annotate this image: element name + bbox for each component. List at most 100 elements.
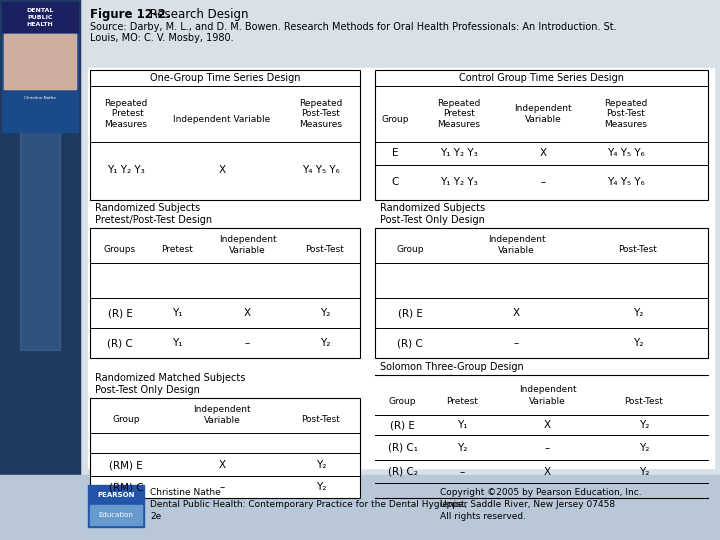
Text: Louis, MO: C. V. Mosby, 1980.: Louis, MO: C. V. Mosby, 1980. [90,33,233,43]
Text: Research Design: Research Design [146,8,248,21]
Text: HEALTH: HEALTH [27,22,53,27]
Text: Y₄ Y₅ Y₆: Y₄ Y₅ Y₆ [607,177,644,187]
Text: Y₁ Y₂ Y₃: Y₁ Y₂ Y₃ [440,177,478,187]
Text: –: – [514,338,519,348]
Text: Repeated
Post-Test
Measures: Repeated Post-Test Measures [604,99,647,129]
Text: Post-Test: Post-Test [305,246,344,254]
Text: Y₂: Y₂ [316,460,326,470]
Text: Y₄ Y₅ Y₆: Y₄ Y₅ Y₆ [607,148,644,158]
Bar [2,2,78,132]
Text: Y₂: Y₂ [320,308,330,318]
Text: All rights reserved.: All rights reserved. [440,512,526,521]
Text: Y₂: Y₂ [633,338,643,348]
Text: (R) E: (R) E [397,308,423,318]
Text: X: X [513,308,520,318]
Text: Independent
Variable: Independent Variable [219,235,276,255]
Text: 2e: 2e [150,512,161,521]
Text: –: – [220,482,225,492]
Text: Y₂: Y₂ [639,467,649,477]
Bar [90,505,142,525]
Text: Variable: Variable [529,396,566,406]
Text: –: – [545,443,550,453]
Text: Group: Group [396,246,424,254]
Text: C: C [391,177,399,187]
Text: Y₂: Y₂ [316,482,326,492]
Text: Y₂: Y₂ [639,420,649,430]
Bar [4,34,76,89]
Text: PUBLIC: PUBLIC [27,15,53,20]
Text: (RM) E: (RM) E [109,460,143,470]
Text: Repeated
Post-Test
Measures: Repeated Post-Test Measures [300,99,343,129]
Text: Post-Test: Post-Test [624,396,663,406]
Bar [88,485,144,527]
Text: X: X [218,460,225,470]
Text: Independent: Independent [518,384,576,394]
Text: E: E [392,148,398,158]
Text: Y₁ Y₂ Y₃: Y₁ Y₂ Y₃ [107,165,145,175]
Bar [4,34,76,89]
Text: Post-Test: Post-Test [618,246,657,254]
Text: (R) E: (R) E [390,420,415,430]
Text: Y₂: Y₂ [639,443,649,453]
Text: Source: Darby, M. L., and D. M. Bowen. Research Methods for Oral Health Professi: Source: Darby, M. L., and D. M. Bowen. R… [90,22,616,32]
Text: –: – [541,177,546,187]
Text: Y₁ Y₂ Y₃: Y₁ Y₂ Y₃ [440,148,478,158]
Bar [90,70,360,200]
Bar [88,68,714,468]
Bar [20,100,60,350]
Bar [90,398,360,498]
Text: Independent
Variable: Independent Variable [487,235,545,255]
Text: Upper Saddle River, New Jersey 07458: Upper Saddle River, New Jersey 07458 [440,500,615,509]
Bar [0,475,720,540]
Text: Y₂: Y₂ [457,443,468,453]
Text: Groups: Groups [104,246,136,254]
Text: Education: Education [99,512,133,518]
Text: Group: Group [112,415,140,424]
Text: One-Group Time Series Design: One-Group Time Series Design [150,73,300,83]
Text: X: X [539,148,546,158]
Text: Control Group Time Series Design: Control Group Time Series Design [459,73,624,83]
Bar [90,228,360,358]
Text: Independent
Variable: Independent Variable [193,406,251,424]
Bar [375,228,708,358]
Text: X: X [244,308,251,318]
Text: Repeated
Pretest
Measures: Repeated Pretest Measures [437,99,481,129]
Text: Group: Group [382,116,409,125]
Text: X: X [218,165,225,175]
Text: (R) C: (R) C [107,338,133,348]
Bar [375,70,708,200]
Text: Y₁: Y₁ [172,308,183,318]
Text: Pretest/Post-Test Design: Pretest/Post-Test Design [95,215,212,225]
Text: Pretest: Pretest [446,396,478,406]
Bar [2,2,78,32]
Text: Y₁: Y₁ [172,338,183,348]
Text: Independent Variable: Independent Variable [174,116,271,125]
Text: (R) C₁: (R) C₁ [387,443,418,453]
Text: –: – [245,338,250,348]
Text: Dental Public Health: Contemporary Practice for the Dental Hygienist,: Dental Public Health: Contemporary Pract… [150,500,467,509]
Text: Y₄ Y₅ Y₆: Y₄ Y₅ Y₆ [302,165,340,175]
Text: Christine Nathe: Christine Nathe [150,488,221,497]
Text: Randomized Matched Subjects: Randomized Matched Subjects [95,373,246,383]
Text: Christine Nathe: Christine Nathe [24,96,56,100]
Text: Y₂: Y₂ [320,338,330,348]
Text: Randomized Subjects: Randomized Subjects [380,203,485,213]
Text: X: X [544,420,551,430]
Text: Pretest: Pretest [161,246,194,254]
Text: Post-Test Only Design: Post-Test Only Design [380,215,485,225]
Bar [0,0,80,540]
Text: Post-Test: Post-Test [302,415,341,424]
Text: (RM) C: (RM) C [109,482,143,492]
Text: (R) C: (R) C [397,338,423,348]
Text: (R) E: (R) E [107,308,132,318]
Text: Y₂: Y₂ [633,308,643,318]
Text: Solomon Three-Group Design: Solomon Three-Group Design [380,362,523,372]
Text: Figure 12-2.: Figure 12-2. [90,8,171,21]
Text: Y₁: Y₁ [457,420,468,430]
Text: (R) C₂: (R) C₂ [387,467,418,477]
Text: Randomized Subjects: Randomized Subjects [95,203,200,213]
Text: Independent
Variable: Independent Variable [514,104,572,124]
Text: X: X [544,467,551,477]
Text: Copyright ©2005 by Pearson Education, Inc.: Copyright ©2005 by Pearson Education, In… [440,488,642,497]
Text: PEARSON: PEARSON [97,492,135,498]
